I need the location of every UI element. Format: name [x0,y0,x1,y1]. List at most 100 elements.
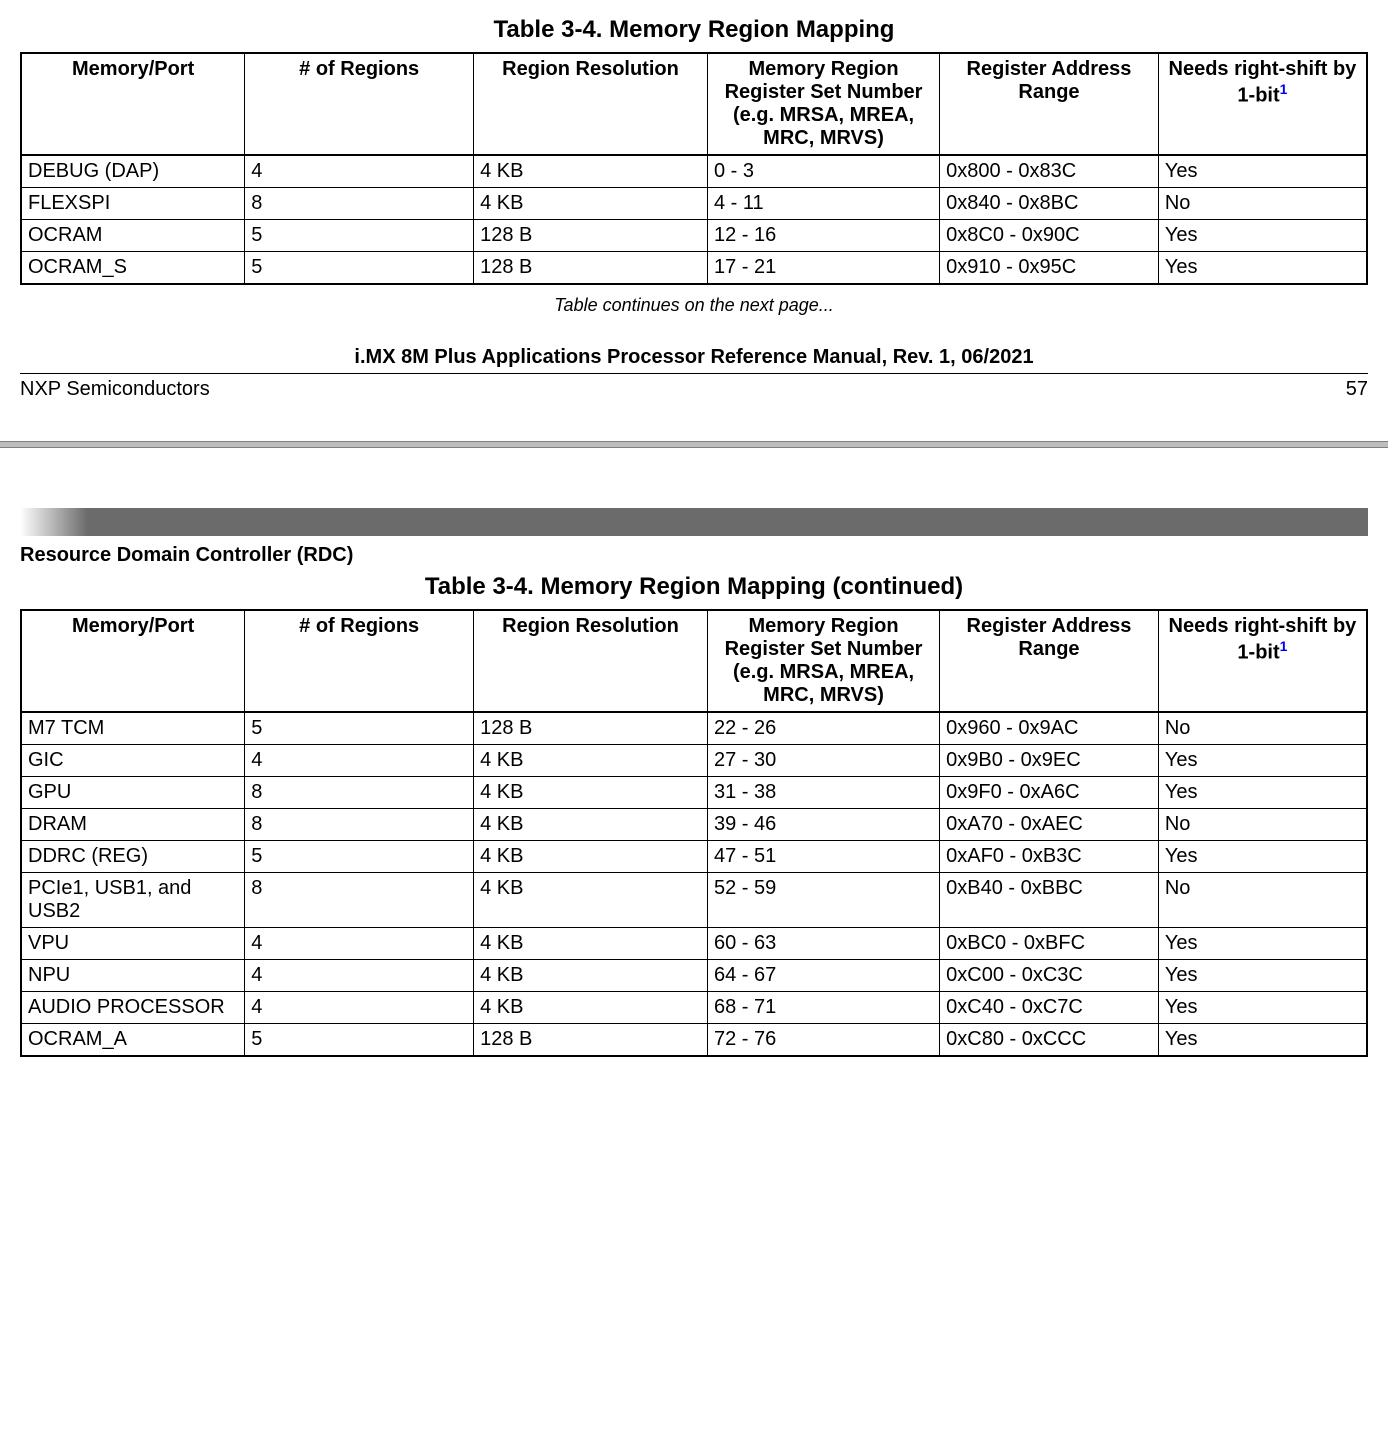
table-cell: OCRAM_S [21,252,245,285]
table-cell: Yes [1158,745,1367,777]
footer-vendor: NXP Semiconductors [20,378,210,401]
table-cell: 8 [245,188,474,220]
table-cell: 0xAF0 - 0xB3C [940,841,1159,873]
section-heading: Resource Domain Controller (RDC) [20,544,1368,567]
table-cell: 52 - 59 [707,873,939,928]
table-title-1: Table 3-4. Memory Region Mapping [20,16,1368,44]
footnote-ref-1[interactable]: 1 [1280,81,1288,97]
col-register-address-range: Register Address Range [940,53,1159,155]
table-row: GPU84 KB31 - 380x9F0 - 0xA6CYes [21,777,1367,809]
col-needs-right-shift: Needs right-shift by 1-bit1 [1158,53,1367,155]
table-cell: FLEXSPI [21,188,245,220]
table-cell: 39 - 46 [707,809,939,841]
table-cell: No [1158,712,1367,745]
footnote-ref-1[interactable]: 1 [1280,638,1288,654]
table-row: DRAM84 KB39 - 460xA70 - 0xAECNo [21,809,1367,841]
table-cell: 4 KB [474,841,708,873]
table-row: OCRAM_A5128 B72 - 760xC80 - 0xCCCYes [21,1024,1367,1057]
table-cell: 4 - 11 [707,188,939,220]
table-cell: 68 - 71 [707,992,939,1024]
table-cell: DEBUG (DAP) [21,155,245,188]
table-cell: 0xC40 - 0xC7C [940,992,1159,1024]
table-cell: Yes [1158,960,1367,992]
table-cell: 4 KB [474,928,708,960]
table-cell: 0x840 - 0x8BC [940,188,1159,220]
table-cell: No [1158,873,1367,928]
col-region-resolution: Region Resolution [474,53,708,155]
table-cell: 0x9F0 - 0xA6C [940,777,1159,809]
table-cell: 4 [245,155,474,188]
table-cell: 4 [245,992,474,1024]
table-row: GIC44 KB27 - 300x9B0 - 0x9ECYes [21,745,1367,777]
table-row: OCRAM_S5128 B17 - 210x910 - 0x95CYes [21,252,1367,285]
table-cell: Yes [1158,928,1367,960]
table-cell: DRAM [21,809,245,841]
memory-region-table-1: Memory/Port # of Regions Region Resoluti… [20,52,1368,285]
table-cell: 4 KB [474,809,708,841]
table-row: PCIe1, USB1, and USB284 KB52 - 590xB40 -… [21,873,1367,928]
table-cell: 8 [245,873,474,928]
table-cell: 0xC00 - 0xC3C [940,960,1159,992]
table-cell: NPU [21,960,245,992]
table-cell: 47 - 51 [707,841,939,873]
table-cell: 4 KB [474,155,708,188]
col-num-regions: # of Regions [245,610,474,712]
table-cell: 4 [245,960,474,992]
table-cell: 128 B [474,1024,708,1057]
table-cell: 0xB40 - 0xBBC [940,873,1159,928]
header-gradient-bar [20,508,1368,536]
table-cell: VPU [21,928,245,960]
col-num-regions: # of Regions [245,53,474,155]
table-cell: No [1158,188,1367,220]
table-continues-note: Table continues on the next page... [20,295,1368,316]
table-cell: 8 [245,777,474,809]
table-cell: Yes [1158,1024,1367,1057]
table-cell: 4 KB [474,992,708,1024]
table-cell: 8 [245,809,474,841]
table-cell: 0xC80 - 0xCCC [940,1024,1159,1057]
table-cell: OCRAM_A [21,1024,245,1057]
table-cell: Yes [1158,992,1367,1024]
table-cell: PCIe1, USB1, and USB2 [21,873,245,928]
table-header-row: Memory/Port # of Regions Region Resoluti… [21,53,1367,155]
table-cell: OCRAM [21,220,245,252]
table-cell: 0xBC0 - 0xBFC [940,928,1159,960]
table-cell: 72 - 76 [707,1024,939,1057]
table-cell: 4 KB [474,188,708,220]
col-register-address-range: Register Address Range [940,610,1159,712]
table-row: AUDIO PROCESSOR44 KB68 - 710xC40 - 0xC7C… [21,992,1367,1024]
table-cell: 0x960 - 0x9AC [940,712,1159,745]
footer-page-number: 57 [1346,378,1368,401]
col-register-set-number: Memory Region Register Set Number (e.g. … [707,610,939,712]
table-cell: 4 KB [474,873,708,928]
table-cell: Yes [1158,220,1367,252]
col-needs-right-shift: Needs right-shift by 1-bit1 [1158,610,1367,712]
table-cell: 4 KB [474,960,708,992]
table-cell: 12 - 16 [707,220,939,252]
table-cell: Yes [1158,155,1367,188]
table-row: FLEXSPI84 KB4 - 110x840 - 0x8BCNo [21,188,1367,220]
table-cell: GIC [21,745,245,777]
table-cell: 128 B [474,252,708,285]
table-row: VPU44 KB60 - 630xBC0 - 0xBFCYes [21,928,1367,960]
table-row: DEBUG (DAP)44 KB0 - 30x800 - 0x83CYes [21,155,1367,188]
table-cell: Yes [1158,252,1367,285]
table-cell: No [1158,809,1367,841]
table-cell: 128 B [474,712,708,745]
table-cell: M7 TCM [21,712,245,745]
table-cell: Yes [1158,841,1367,873]
table-header-row: Memory/Port # of Regions Region Resoluti… [21,610,1367,712]
table-cell: 4 KB [474,777,708,809]
table-cell: 64 - 67 [707,960,939,992]
document-title: i.MX 8M Plus Applications Processor Refe… [20,346,1368,369]
col-region-resolution: Region Resolution [474,610,708,712]
table-cell: 22 - 26 [707,712,939,745]
table-row: OCRAM5128 B12 - 160x8C0 - 0x90CYes [21,220,1367,252]
col-register-set-number: Memory Region Register Set Number (e.g. … [707,53,939,155]
table-cell: 60 - 63 [707,928,939,960]
table-title-2: Table 3-4. Memory Region Mapping (contin… [20,573,1368,601]
col-memory-port: Memory/Port [21,610,245,712]
table-cell: AUDIO PROCESSOR [21,992,245,1024]
table-cell: 31 - 38 [707,777,939,809]
memory-region-table-2: Memory/Port # of Regions Region Resoluti… [20,609,1368,1057]
